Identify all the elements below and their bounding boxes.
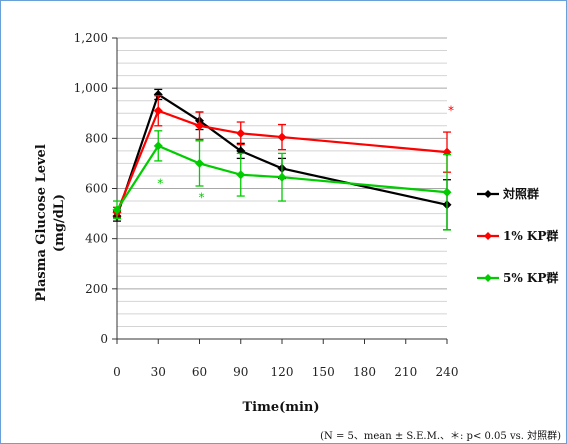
data-point [236, 170, 246, 180]
series-line [116, 144, 448, 211]
series-line [115, 92, 448, 217]
legend-swatch-marker [484, 274, 492, 282]
legend-item-2: 5% KP群 [477, 270, 558, 285]
series-line [115, 109, 448, 213]
significance-star: * [157, 176, 163, 190]
legend-swatch-marker [484, 232, 492, 240]
data-point [236, 128, 246, 138]
significance-star: * [199, 190, 205, 204]
x-tick-label: 120 [271, 365, 294, 379]
data-point [277, 172, 287, 182]
x-tick-label: 210 [394, 365, 417, 379]
data-point [153, 141, 163, 151]
legend-item-0: 対照群 [477, 186, 539, 201]
data-point [442, 187, 452, 197]
y-axis-title-line2: (mg/dL) [52, 194, 67, 252]
legend-item-1: 1% KP群 [477, 228, 558, 243]
legend-label: 対照群 [502, 186, 539, 201]
x-tick-labels: 0 30 60 90 120 150 180 210 240 [113, 339, 458, 379]
x-tick-label: 0 [113, 365, 121, 379]
x-tick-label: 180 [353, 365, 376, 379]
y-tick-label: 1,200 [74, 31, 108, 45]
significance-markers: * * * [157, 104, 454, 205]
y-tick-label: 400 [85, 232, 108, 246]
data-point [153, 89, 163, 99]
data-point [112, 205, 122, 215]
legend-label: 5% KP群 [503, 270, 558, 285]
x-tick-label: 90 [233, 365, 248, 379]
significance-star: * [448, 104, 454, 118]
x-axis-title: Time(min) [242, 400, 319, 415]
legend-swatch-marker [484, 190, 492, 198]
y-tick-label: 0 [100, 332, 108, 346]
footnote: (N = 5、mean ± S.E.M.、＊: p< 0.05 vs. 対照群) [320, 429, 561, 442]
y-tick-label: 800 [85, 131, 108, 145]
x-tick-label: 60 [192, 365, 207, 379]
data-point [277, 132, 287, 142]
series-layer [112, 88, 452, 231]
y-tick-label: 1,000 [74, 81, 108, 95]
series-2 [112, 130, 452, 231]
data-point [153, 106, 163, 116]
data-point [195, 121, 204, 131]
y-axis-title-line1: Plasma Glucose Level [34, 144, 49, 302]
y-tick-label: 600 [85, 182, 108, 196]
y-tick-label: 200 [85, 282, 108, 296]
x-tick-label: 30 [151, 365, 166, 379]
data-point [195, 158, 204, 168]
x-tick-label: 150 [312, 365, 335, 379]
y-tick-labels: 0 200 400 600 800 1,000 1,200 [74, 31, 117, 346]
legend-label: 1% KP群 [503, 228, 558, 243]
x-tick-label: 240 [436, 365, 459, 379]
legend: 対照群 1% KP群 5% KP群 [477, 186, 558, 285]
